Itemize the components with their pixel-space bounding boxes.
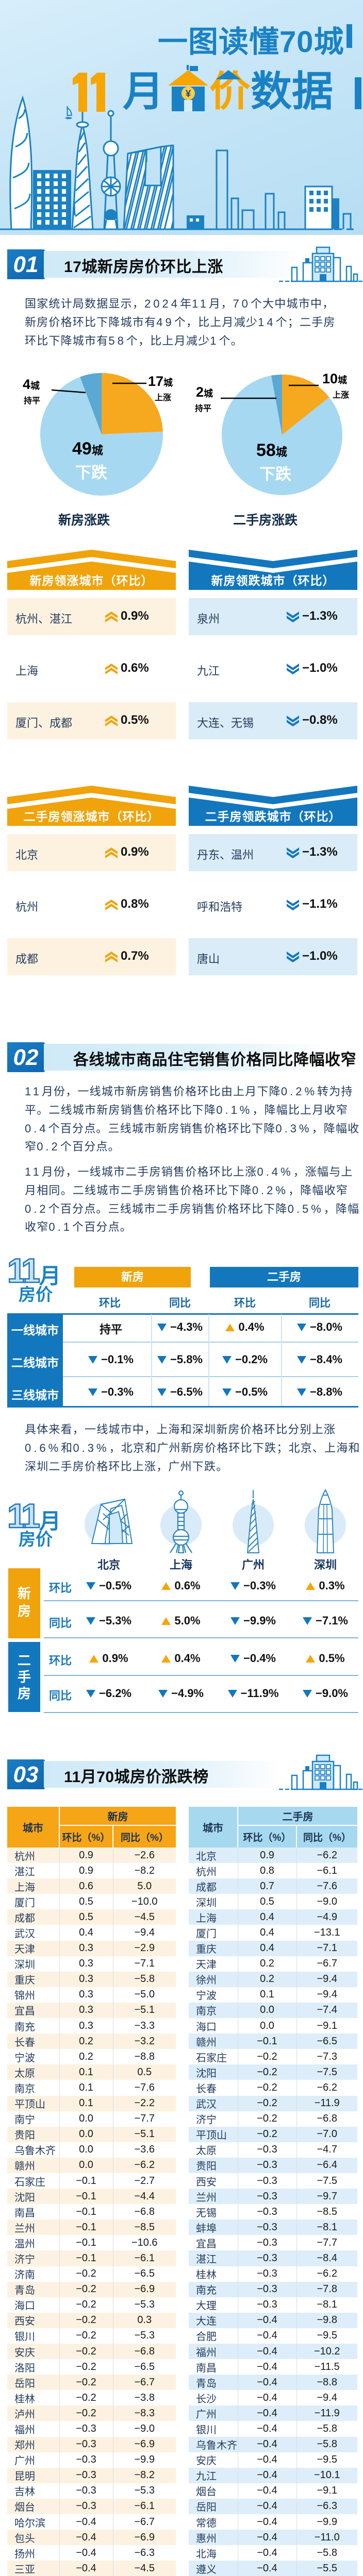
svg-text:02: 02 bbox=[13, 1045, 39, 1070]
svg-text:¥: ¥ bbox=[186, 89, 191, 99]
svg-text:01: 01 bbox=[13, 252, 39, 277]
svg-text:03: 03 bbox=[13, 1762, 39, 1787]
